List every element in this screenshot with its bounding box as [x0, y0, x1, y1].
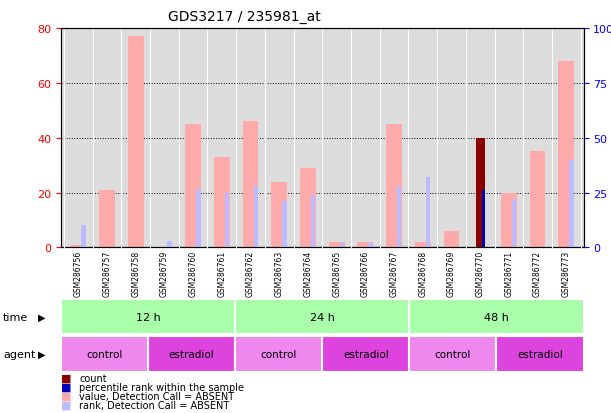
- Bar: [225, 193, 229, 248]
- Bar: [496, 337, 584, 372]
- Text: GSM286766: GSM286766: [361, 250, 370, 297]
- Text: GSM286758: GSM286758: [131, 250, 141, 296]
- Text: control: control: [86, 349, 123, 359]
- Bar: [282, 202, 287, 248]
- Text: ■: ■: [61, 373, 71, 383]
- Bar: [569, 160, 574, 248]
- Text: time: time: [3, 312, 28, 322]
- Bar: [235, 299, 409, 335]
- Text: ▶: ▶: [38, 349, 45, 359]
- Text: GSM286757: GSM286757: [103, 250, 112, 297]
- Text: estradiol: estradiol: [517, 349, 563, 359]
- Text: GSM286760: GSM286760: [189, 250, 197, 297]
- Bar: [530, 152, 546, 248]
- Bar: [148, 337, 235, 372]
- Text: GSM286761: GSM286761: [218, 250, 226, 296]
- Text: estradiol: estradiol: [169, 349, 214, 359]
- Bar: [311, 195, 315, 248]
- Bar: [99, 190, 115, 248]
- Text: 24 h: 24 h: [310, 312, 335, 322]
- Text: GSM286765: GSM286765: [332, 250, 341, 297]
- Bar: [357, 242, 373, 248]
- Bar: [340, 243, 344, 248]
- Bar: [243, 122, 258, 248]
- Bar: [426, 178, 430, 248]
- Bar: [81, 226, 86, 248]
- Text: ■: ■: [61, 391, 71, 401]
- Text: GSM286768: GSM286768: [419, 250, 427, 296]
- Text: control: control: [434, 349, 471, 359]
- Bar: [558, 62, 574, 248]
- Bar: [415, 242, 431, 248]
- Bar: [70, 245, 86, 248]
- Text: GSM286772: GSM286772: [533, 250, 542, 296]
- Bar: [323, 337, 409, 372]
- Bar: [61, 299, 235, 335]
- Text: control: control: [260, 349, 297, 359]
- Bar: [476, 138, 485, 248]
- Text: 48 h: 48 h: [484, 312, 509, 322]
- Bar: [214, 157, 230, 248]
- Text: GDS3217 / 235981_at: GDS3217 / 235981_at: [168, 10, 321, 24]
- Bar: [501, 193, 517, 248]
- Text: value, Detection Call = ABSENT: value, Detection Call = ABSENT: [79, 391, 235, 401]
- Bar: [409, 299, 584, 335]
- Text: GSM286756: GSM286756: [74, 250, 83, 297]
- Bar: [329, 242, 345, 248]
- Text: estradiol: estradiol: [343, 349, 389, 359]
- Text: GSM286767: GSM286767: [390, 250, 398, 297]
- Bar: [167, 241, 172, 248]
- Bar: [444, 231, 459, 248]
- Bar: [512, 199, 516, 248]
- Bar: [185, 125, 201, 248]
- Bar: [61, 337, 148, 372]
- Bar: [300, 169, 316, 248]
- Text: agent: agent: [3, 349, 35, 359]
- Bar: [409, 337, 496, 372]
- Text: GSM286763: GSM286763: [275, 250, 284, 297]
- Bar: [482, 191, 485, 248]
- Text: rank, Detection Call = ABSENT: rank, Detection Call = ABSENT: [79, 400, 230, 410]
- Bar: [397, 187, 401, 248]
- Bar: [368, 243, 373, 248]
- Text: count: count: [79, 373, 107, 383]
- Bar: [271, 182, 287, 248]
- Bar: [254, 187, 258, 248]
- Bar: [196, 191, 200, 248]
- Bar: [386, 125, 402, 248]
- Text: GSM286771: GSM286771: [504, 250, 513, 296]
- Text: 12 h: 12 h: [136, 312, 161, 322]
- Text: GSM286773: GSM286773: [562, 250, 571, 297]
- Text: ▶: ▶: [38, 312, 45, 322]
- Text: GSM286759: GSM286759: [160, 250, 169, 297]
- Text: GSM286764: GSM286764: [304, 250, 312, 297]
- Text: ■: ■: [61, 400, 71, 410]
- Text: ■: ■: [61, 382, 71, 392]
- Bar: [128, 37, 144, 248]
- Text: GSM286769: GSM286769: [447, 250, 456, 297]
- Text: GSM286770: GSM286770: [476, 250, 485, 297]
- Text: GSM286762: GSM286762: [246, 250, 255, 296]
- Text: percentile rank within the sample: percentile rank within the sample: [79, 382, 244, 392]
- Bar: [235, 337, 323, 372]
